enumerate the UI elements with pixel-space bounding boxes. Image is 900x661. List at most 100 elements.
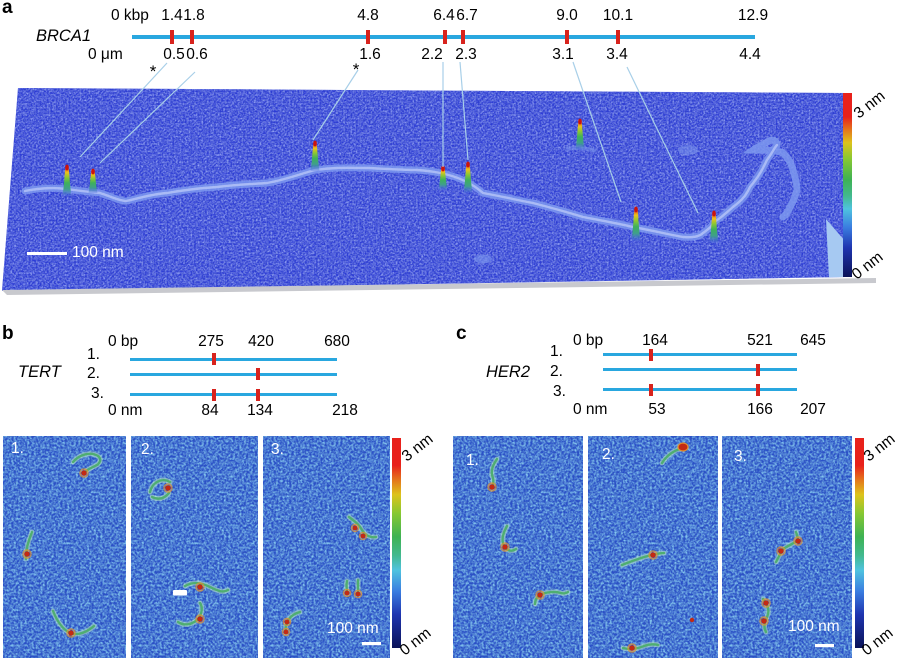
afm-base-strip <box>2 278 876 295</box>
um-mark-label: 0.6 <box>186 46 208 63</box>
um-mark-label: 2.2 <box>421 46 443 63</box>
probe-tick <box>443 30 448 44</box>
map-row-label: 1. <box>550 343 563 360</box>
probe-tick <box>565 30 570 44</box>
dna-map-line <box>130 357 337 361</box>
bp-mark-label: 521 <box>747 332 773 349</box>
probe-connector-lines <box>79 61 699 214</box>
probe-dots <box>759 536 803 626</box>
bp-mark-label: 420 <box>248 333 274 350</box>
probe-dots <box>163 483 205 624</box>
probe-tick <box>212 388 217 401</box>
afm-subimage-b3 <box>263 436 390 658</box>
kbp-mark-label: 9.0 <box>556 7 578 24</box>
probe-tick <box>190 30 195 44</box>
nm-mark-label: 84 <box>201 402 219 419</box>
scale-bar <box>362 642 381 646</box>
scale-bar-label: 100 nm <box>327 620 379 637</box>
probe-tick <box>256 368 261 380</box>
dna-map-line <box>603 388 797 392</box>
kbp-scale-end: 12.9 <box>737 7 769 24</box>
probe-tick <box>212 353 217 365</box>
colorbar-max-label: 3 nm <box>398 430 437 466</box>
panel-a-letter: a <box>2 0 13 18</box>
kbp-scale-origin: 0 kbp <box>111 7 149 24</box>
um-scale-end: 4.4 <box>739 46 761 63</box>
map-row-label: 1. <box>87 346 100 363</box>
kbp-mark-label: 1.4 <box>161 7 183 24</box>
nm-scale-end: 207 <box>800 401 826 418</box>
nm-mark-label: 166 <box>747 401 773 418</box>
afm-3d-image <box>2 61 876 295</box>
kbp-mark-label: 6.4 <box>433 7 455 24</box>
probe-tick <box>616 30 621 44</box>
dna-map-line <box>130 393 337 397</box>
subimage-label: 2. <box>602 446 615 463</box>
subimage-label: 3. <box>271 441 284 458</box>
colorbar-max-label: 3 nm <box>860 430 899 466</box>
kbp-mark-label: 10.1 <box>602 7 634 24</box>
asterisk-marker: * <box>149 62 157 81</box>
probe-tick <box>756 383 761 396</box>
um-mark-label: 3.1 <box>552 46 574 63</box>
panel-b-letter: b <box>2 323 14 344</box>
gene-label-brca1: BRCA1 <box>36 27 92 45</box>
map-row-label: 2. <box>87 365 100 382</box>
probe-tick <box>649 383 654 396</box>
white-marker-bar <box>173 590 187 596</box>
nm-scale-origin: 0 nm <box>108 402 143 419</box>
subimage-label: 2. <box>141 441 154 458</box>
afm-surface <box>2 88 845 291</box>
bp-mark-label: 164 <box>642 332 668 349</box>
afm-subimage-c2 <box>588 436 718 658</box>
afm-subimage-c3 <box>722 436 852 658</box>
bp-mark-label: 275 <box>198 333 224 350</box>
scale-bar-label: 100 nm <box>72 244 124 261</box>
colorbar-min-label: 0 nm <box>396 624 435 660</box>
scale-bar <box>815 644 834 648</box>
colorbar <box>843 93 852 277</box>
nm-scale-origin: 0 nm <box>573 401 608 418</box>
um-mark-label: 2.3 <box>455 46 477 63</box>
probe-dots <box>281 523 368 637</box>
probe-tick <box>649 348 654 361</box>
probe-dots <box>627 442 695 653</box>
dna-map-line <box>603 368 797 372</box>
bp-scale-end: 645 <box>800 332 826 349</box>
um-mark-label: 1.6 <box>359 46 381 63</box>
dna-map-line <box>130 372 337 376</box>
probe-tick <box>461 30 466 44</box>
colorbar <box>392 438 401 648</box>
panel-c-letter: c <box>456 323 467 344</box>
scale-bar-label: 100 nm <box>788 618 840 635</box>
bp-scale-end: 680 <box>324 333 350 350</box>
map-row-label: 2. <box>550 363 563 380</box>
bp-scale-origin: 0 bp <box>573 332 604 349</box>
map-row-label: 3. <box>91 385 104 402</box>
gene-label-tert: TERT <box>18 363 61 381</box>
afm-subimage-b1 <box>3 436 126 658</box>
subimage-label: 1. <box>466 452 479 469</box>
nm-mark-label: 134 <box>247 402 273 419</box>
nm-scale-end: 218 <box>332 402 358 419</box>
probe-dots <box>487 482 545 600</box>
kbp-mark-label: 1.8 <box>183 7 205 24</box>
afm-subimage-c1 <box>453 436 583 658</box>
probe-tick <box>756 363 761 376</box>
afm-side-face <box>826 219 845 278</box>
um-mark-label: 3.4 <box>606 46 628 63</box>
bp-scale-origin: 0 bp <box>108 333 139 350</box>
subimage-label: 3. <box>734 448 747 465</box>
colorbar-min-label: 0 nm <box>858 624 897 660</box>
probe-dots <box>22 468 89 638</box>
probe-tick <box>170 30 175 44</box>
um-mark-label: 0.5 <box>163 46 185 63</box>
colorbar <box>855 438 864 648</box>
scale-bar <box>27 252 67 255</box>
gene-label-her2: HER2 <box>486 363 531 381</box>
kbp-mark-label: 4.8 <box>357 7 379 24</box>
um-scale-origin: 0 μm <box>88 46 123 63</box>
probe-tick <box>366 30 371 44</box>
subimage-label: 1. <box>11 440 24 457</box>
